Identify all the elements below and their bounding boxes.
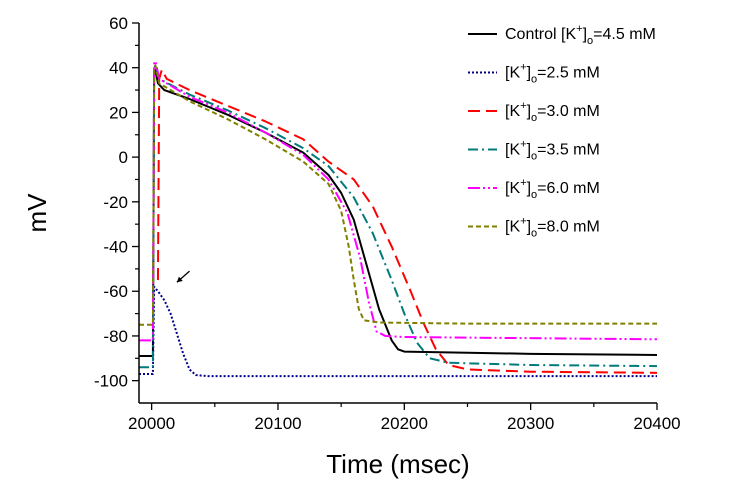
series-layer bbox=[139, 60, 657, 378]
annotation-arrow-head-0 bbox=[176, 276, 183, 283]
legend-label-3: [K+]o=3.5 mM bbox=[505, 139, 600, 163]
y-tick-label-5: 0 bbox=[119, 148, 128, 167]
legend-label-2: [K+]o=3.0 mM bbox=[505, 100, 600, 124]
annotation-layer bbox=[176, 270, 190, 283]
x-tick-label-2: 20200 bbox=[381, 414, 428, 433]
y-tick-label-6: 20 bbox=[109, 103, 128, 122]
series-line-4 bbox=[139, 60, 657, 342]
x-tick-label-0: 20000 bbox=[128, 414, 175, 433]
legend-label-5: [K+]o=8.0 mM bbox=[505, 216, 600, 240]
x-axis-title: Time (msec) bbox=[326, 449, 469, 479]
series-line-3 bbox=[139, 64, 657, 369]
y-tick-label-3: -40 bbox=[103, 238, 128, 257]
y-tick-label-7: 40 bbox=[109, 59, 128, 78]
legend-label-1: [K+]o=2.5 mM bbox=[505, 62, 600, 86]
legend: Control [K+]o=4.5 mM [K+]o=2.5 mM [K+]o=3.… bbox=[468, 23, 656, 240]
y-axis-title: mV bbox=[22, 193, 52, 233]
y-tick-label-0: -100 bbox=[94, 372, 128, 391]
series-line-2 bbox=[156, 68, 657, 374]
y-tick-label-8: 60 bbox=[109, 14, 128, 33]
y-tick-label-2: -60 bbox=[103, 282, 128, 301]
axes-layer: 20000 20100 20200 20300 20400-100-80-60-40-2… bbox=[94, 14, 681, 433]
legend-label-0: Control [K+]o=4.5 mM bbox=[505, 23, 656, 47]
legend-label-4: [K+]o=6.0 mM bbox=[505, 177, 600, 201]
x-tick-label-4: 20400 bbox=[633, 414, 680, 433]
y-tick-label-4: -20 bbox=[103, 193, 128, 212]
x-tick-label-1: 20100 bbox=[254, 414, 301, 433]
series-line-1 bbox=[139, 285, 657, 378]
x-tick-label-3: 20300 bbox=[507, 414, 554, 433]
y-tick-label-1: -80 bbox=[103, 327, 128, 346]
